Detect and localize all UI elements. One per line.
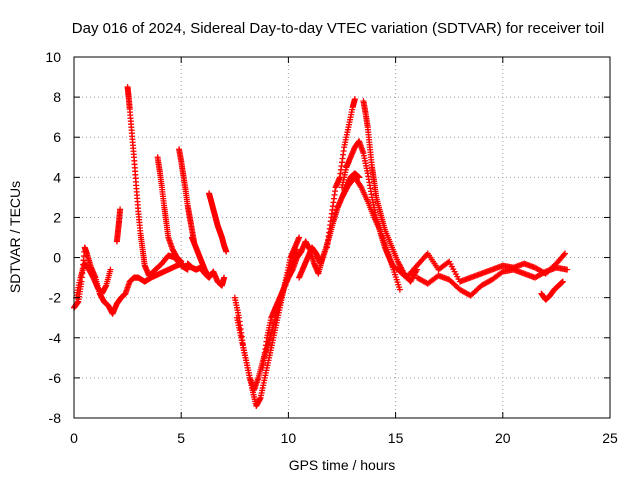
x-tick-label: 25	[602, 430, 618, 446]
series-arc-t	[538, 278, 566, 303]
series-arc-s	[414, 264, 571, 299]
data-point	[351, 96, 358, 103]
data-point	[564, 266, 571, 273]
series-arc-n	[323, 96, 358, 251]
plot-frame	[73, 56, 611, 419]
series-arc-f	[176, 146, 198, 245]
y-tick-label: 10	[45, 49, 61, 65]
series-arc-d	[124, 84, 191, 279]
data-point	[223, 248, 230, 255]
series-arc-h	[188, 234, 211, 279]
y-tick-label: -6	[49, 370, 62, 386]
grid-lines	[74, 57, 610, 418]
x-axis-title: GPS time / hours	[289, 457, 396, 473]
data-point	[107, 266, 114, 273]
y-tick-label: 6	[53, 129, 61, 145]
data-point	[117, 206, 124, 213]
series-arc-l	[259, 238, 326, 371]
chart-title: Day 016 of 2024, Sidereal Day-to-day VTE…	[72, 20, 604, 37]
y-tick-label: 8	[53, 89, 61, 105]
y-axis-title: SDTVAR / TECUs	[7, 181, 23, 293]
data-point	[178, 258, 185, 265]
x-tick-label: 0	[70, 430, 78, 446]
axis-ticks: 0 5 10 15 20 25 -8 -6 -4 -2 0 2 4 6 8 10	[45, 49, 618, 446]
data-point	[293, 246, 300, 253]
y-tick-label: 2	[53, 209, 61, 225]
y-tick-label: 0	[53, 250, 61, 266]
data-point	[184, 266, 191, 273]
data-point	[357, 183, 364, 190]
series-arc-b	[73, 260, 114, 301]
data-point	[559, 278, 566, 285]
y-tick-label: -2	[49, 290, 62, 306]
data-points	[71, 84, 571, 409]
data-point	[541, 269, 548, 276]
series-arc-p	[360, 98, 421, 285]
data-point	[560, 251, 567, 258]
x-tick-label: 10	[281, 430, 297, 446]
data-point	[205, 272, 211, 279]
series-arc-e	[154, 154, 185, 265]
data-point	[396, 286, 403, 293]
series-arc-c	[113, 206, 124, 245]
series-arc-r	[392, 250, 568, 285]
data-point	[498, 269, 505, 276]
data-point	[296, 234, 303, 241]
x-tick-label: 20	[495, 430, 511, 446]
y-tick-label: 4	[53, 169, 61, 185]
data-point	[221, 274, 228, 281]
series-arc-g	[184, 260, 228, 289]
x-tick-label: 15	[388, 430, 404, 446]
y-tick-label: -8	[49, 410, 62, 426]
y-tick-label: -4	[49, 330, 62, 346]
data-point	[561, 250, 568, 257]
series-arc-i	[206, 190, 230, 255]
x-tick-label: 5	[177, 430, 185, 446]
